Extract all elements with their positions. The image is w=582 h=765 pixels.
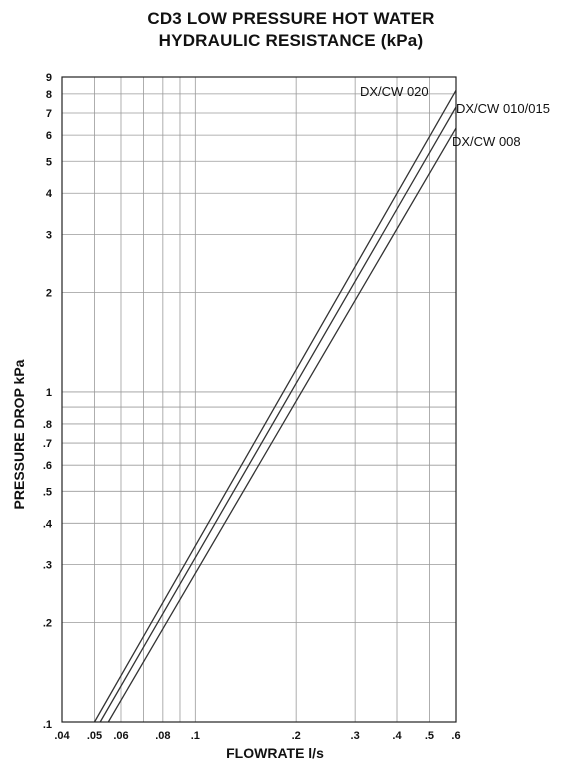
x-tick-label: .5 [425,730,434,742]
series-label-3: DX/CW 008 [452,134,521,149]
x-tick-label: .06 [113,730,128,742]
y-tick-label: .6 [43,460,52,472]
y-tick-label: .4 [43,518,53,530]
x-tick-label: .4 [392,730,402,742]
x-tick-label: .3 [351,730,360,742]
y-tick-label: 1 [46,387,52,399]
y-tick-label: 5 [46,156,52,168]
y-tick-label: 9 [46,72,52,84]
y-tick-label: .8 [43,419,52,431]
plot-frame [61,76,457,723]
x-tick-label: .04 [54,730,70,742]
x-axis-label: FLOWRATE l/s [226,745,324,761]
y-tick-label: .2 [43,618,52,630]
series-label-2: DX/CW 010/015 [456,101,550,116]
grid-lines [62,77,456,722]
y-tick-label: 6 [46,130,52,142]
x-tick-label: .6 [451,730,460,742]
series-labels: DX/CW 020 DX/CW 010/015 DX/CW 008 [360,84,550,149]
series-line-3 [107,127,457,723]
series-lines [93,89,457,723]
y-tick-label: 8 [46,89,52,101]
x-tick-label: .05 [87,730,102,742]
series-line-1 [93,89,457,723]
y-tick-label: .5 [43,486,52,498]
y-tick-label: 3 [46,229,52,241]
y-tick-label: 4 [46,188,53,200]
y-axis-label: PRESSURE DROP kPa [11,359,27,509]
y-tick-label: .7 [43,438,52,450]
y-tick-label: .3 [43,560,52,572]
chart-title-line-1: CD3 LOW PRESSURE HOT WATER [147,9,435,28]
series-line-2 [99,106,457,723]
tick-labels: .04 .05 .06 .08 .1 .2 .3 .4 .5 .6 .1 .2 .3 .4 .5 .6 .7 .8… [43,72,461,742]
series-label-1: DX/CW 020 [360,84,429,99]
x-tick-label: .08 [155,730,170,742]
x-tick-label: .1 [191,730,200,742]
chart-title-line-2: HYDRAULIC RESISTANCE (kPa) [158,31,424,50]
y-tick-label: 2 [46,288,52,300]
y-tick-label: .1 [43,719,52,731]
y-tick-label: 7 [46,108,52,120]
x-tick-label: .2 [292,730,301,742]
